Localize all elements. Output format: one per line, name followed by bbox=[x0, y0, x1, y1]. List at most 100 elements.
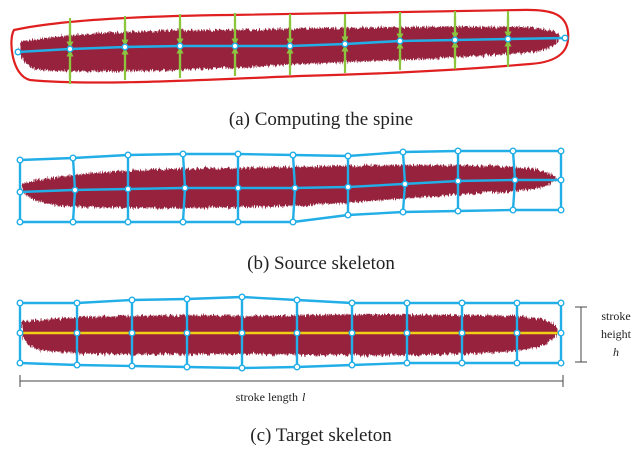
caption-panel-a: (a) Computing the spine bbox=[228, 109, 414, 130]
panel-c-node-mid-6 bbox=[293, 329, 301, 337]
panel-c-node-mid-7 bbox=[348, 329, 356, 337]
stroke-length-label: stroke length bbox=[236, 390, 298, 404]
panel-b-node-mid-8 bbox=[401, 180, 409, 188]
panel-b-node-bottom-1 bbox=[16, 218, 24, 226]
panel-c-target-skeleton: stroke length l stroke height h bbox=[16, 293, 632, 404]
panel-c-node-top-5 bbox=[238, 293, 246, 301]
stroke-height-label-line1: stroke bbox=[601, 309, 630, 323]
panel-b-node-bottom-11 bbox=[557, 206, 565, 214]
panel-b-node-top-8 bbox=[399, 148, 407, 156]
panel-a-spine-node-11 bbox=[561, 34, 569, 42]
panel-b-node-bottom-6 bbox=[289, 218, 297, 226]
panel-c-node-top-7 bbox=[348, 299, 356, 307]
panel-b-node-bottom-10 bbox=[509, 206, 517, 214]
panel-c-node-top-3 bbox=[128, 296, 136, 304]
panel-c-node-bottom-8 bbox=[403, 359, 411, 367]
panel-b-node-bottom-2 bbox=[69, 218, 77, 226]
panel-b-node-mid-10 bbox=[511, 176, 519, 184]
panel-c-node-bottom-4 bbox=[183, 363, 191, 371]
panel-b-node-mid-9 bbox=[454, 177, 462, 185]
panel-c-node-mid-9 bbox=[458, 329, 466, 337]
panel-a-outline bbox=[10, 8, 570, 84]
panel-c-paint-stroke bbox=[21, 314, 559, 356]
panel-c-node-top-1 bbox=[16, 299, 24, 307]
panel-b-node-mid-6 bbox=[291, 184, 299, 192]
panel-c-node-bottom-1 bbox=[16, 359, 24, 367]
panel-c-node-top-6 bbox=[293, 296, 301, 304]
panel-b-node-top-3 bbox=[124, 151, 132, 159]
panel-b-node-mid-3 bbox=[124, 185, 132, 193]
panel-a-spine-node-7 bbox=[341, 40, 349, 48]
panel-b-node-bottom-8 bbox=[399, 208, 407, 216]
panel-a-computing-spine bbox=[10, 8, 570, 84]
panel-a-spine-node-4 bbox=[176, 42, 184, 50]
panel-c-node-bottom-2 bbox=[73, 361, 81, 369]
panel-c-node-top-2 bbox=[73, 299, 81, 307]
stroke-height-symbol: h bbox=[613, 345, 619, 359]
stroke-height-label-line2: height bbox=[601, 327, 632, 341]
panel-c-node-top-8 bbox=[403, 299, 411, 307]
panel-b-paint-stroke bbox=[21, 165, 556, 209]
stroke-height-dimension bbox=[575, 306, 587, 363]
panel-b-skeleton-nodes bbox=[16, 147, 565, 226]
panel-c-node-mid-3 bbox=[128, 329, 136, 337]
panel-c-node-top-9 bbox=[458, 299, 466, 307]
panel-c-node-mid-8 bbox=[403, 329, 411, 337]
panel-b-node-top-6 bbox=[289, 151, 297, 159]
panel-b-node-mid-4 bbox=[181, 184, 189, 192]
panel-b-node-mid-5 bbox=[234, 184, 242, 192]
panel-a-spine-node-1 bbox=[14, 48, 22, 56]
panel-c-bottom-boundary bbox=[19, 361, 561, 370]
panel-b-node-mid-11 bbox=[557, 176, 565, 184]
panel-b-source-skeleton bbox=[16, 147, 565, 226]
stroke-length-dimension bbox=[19, 375, 564, 387]
panel-a-spine-node-2 bbox=[66, 45, 74, 53]
panel-b-node-bottom-5 bbox=[234, 218, 242, 226]
panel-a-normals bbox=[66, 11, 512, 84]
panel-c-node-mid-5 bbox=[238, 329, 246, 337]
panel-c-node-mid-4 bbox=[183, 329, 191, 337]
panel-a-spine-node-3 bbox=[121, 43, 129, 51]
panel-b-node-bottom-7 bbox=[344, 211, 352, 219]
panel-b-node-top-1 bbox=[16, 156, 24, 164]
panel-c-node-mid-11 bbox=[557, 329, 565, 337]
panel-b-node-mid-7 bbox=[344, 183, 352, 191]
panel-c-node-top-11 bbox=[557, 299, 565, 307]
panel-c-node-bottom-10 bbox=[513, 359, 521, 367]
stroke-length-symbol: l bbox=[302, 390, 306, 404]
panel-b-node-top-2 bbox=[69, 154, 77, 162]
panel-c-node-bottom-11 bbox=[557, 359, 565, 367]
panel-b-node-top-7 bbox=[344, 152, 352, 160]
panel-b-node-mid-2 bbox=[71, 186, 79, 194]
panel-b-node-top-4 bbox=[179, 150, 187, 158]
caption-panel-b: (b) Source skeleton bbox=[247, 253, 395, 274]
caption-panel-c: (c) Target skeleton bbox=[250, 425, 392, 446]
panel-a-spine-nodes bbox=[14, 34, 569, 56]
panel-b-node-top-9 bbox=[454, 147, 462, 155]
panel-c-top-boundary bbox=[20, 295, 561, 305]
panel-c-node-bottom-9 bbox=[458, 359, 466, 367]
panel-c-node-top-4 bbox=[183, 295, 191, 303]
panel-c-skeleton-nodes bbox=[16, 293, 565, 372]
panel-c-node-top-10 bbox=[513, 299, 521, 307]
panel-b-node-bottom-3 bbox=[124, 218, 132, 226]
panel-c-node-bottom-5 bbox=[238, 364, 246, 372]
panel-c-node-bottom-7 bbox=[348, 361, 356, 369]
panel-b-node-top-11 bbox=[557, 147, 565, 155]
panel-c-node-bottom-6 bbox=[293, 363, 301, 371]
panel-c-node-mid-10 bbox=[513, 329, 521, 337]
panel-a-spine-node-10 bbox=[504, 35, 512, 43]
panel-b-node-bottom-4 bbox=[179, 218, 187, 226]
panel-a-spine-node-6 bbox=[286, 42, 294, 50]
panel-a-spine-node-5 bbox=[231, 42, 239, 50]
panel-c-node-mid-2 bbox=[73, 329, 81, 337]
panel-b-node-top-5 bbox=[234, 150, 242, 158]
panel-b-node-mid-1 bbox=[16, 188, 24, 196]
panel-c-node-mid-1 bbox=[16, 329, 24, 337]
panel-b-node-bottom-9 bbox=[454, 207, 462, 215]
panel-b-node-top-10 bbox=[509, 147, 517, 155]
panel-a-spine-node-9 bbox=[451, 36, 459, 44]
panel-a-spine-node-8 bbox=[396, 37, 404, 45]
panel-c-node-bottom-3 bbox=[128, 362, 136, 370]
